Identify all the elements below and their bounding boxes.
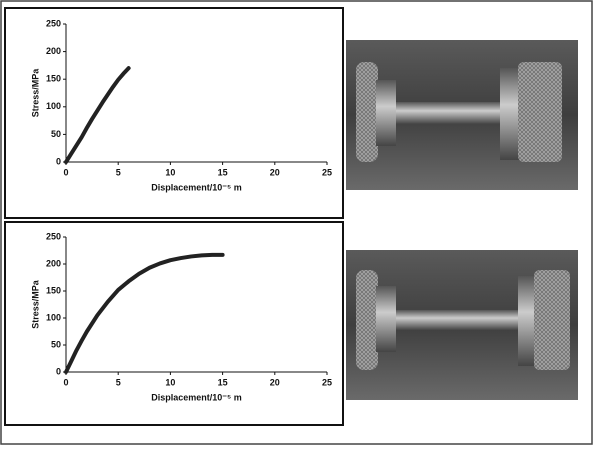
- y-axis-label: Stress/MPa: [30, 279, 40, 329]
- y-tick-label: 200: [46, 258, 61, 268]
- y-tick-label: 50: [51, 129, 61, 139]
- y-tick-label: 100: [46, 312, 61, 322]
- y-tick-label: 250: [46, 18, 61, 28]
- x-tick-label: 10: [165, 377, 175, 387]
- x-tick-label: 0: [63, 377, 68, 387]
- y-tick-label: 150: [46, 74, 61, 84]
- photo: [346, 40, 578, 190]
- x-tick-label: 15: [218, 377, 228, 387]
- y-tick-label: 100: [46, 101, 61, 111]
- y-tick-label: 200: [46, 46, 61, 56]
- y-tick-label: 0: [56, 366, 61, 376]
- x-tick-label: 20: [270, 167, 280, 177]
- x-axis-label: Displacement/10⁻⁵ m: [151, 392, 242, 402]
- x-tick-label: 0: [63, 167, 68, 177]
- figure: 0501001502002500510152025Displacement/10…: [0, 0, 593, 445]
- x-tick-label: 5: [116, 377, 121, 387]
- x-tick-label: 25: [322, 377, 332, 387]
- x-tick-label: 15: [218, 167, 228, 177]
- x-axis-label: Displacement/10⁻⁵ m: [151, 182, 242, 192]
- y-axis-label: Stress/MPa: [30, 68, 40, 118]
- y-tick-label: 0: [56, 156, 61, 166]
- x-tick-label: 25: [322, 167, 332, 177]
- x-tick-label: 20: [270, 377, 280, 387]
- x-tick-label: 10: [165, 167, 175, 177]
- y-tick-label: 150: [46, 285, 61, 295]
- photo: [346, 250, 578, 400]
- y-tick-label: 50: [51, 339, 61, 349]
- y-tick-label: 250: [46, 231, 61, 241]
- x-tick-label: 5: [116, 167, 121, 177]
